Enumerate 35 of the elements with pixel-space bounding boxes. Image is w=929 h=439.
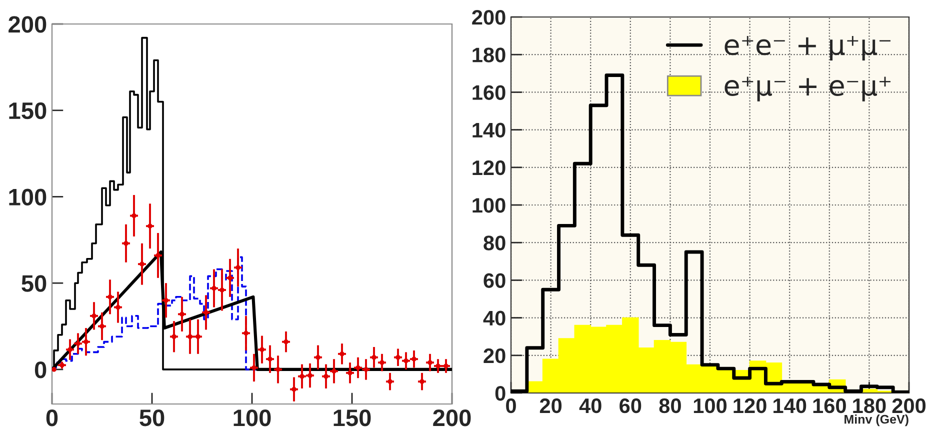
legend-label: e⁺μ⁻ + e⁻μ⁺ (724, 76, 890, 102)
x-tick-label: 0 (46, 409, 58, 426)
y-tick-label: 50 (22, 275, 46, 292)
legend-label: e⁺e⁻ + μ⁺μ⁻ (724, 36, 890, 61)
x-tick-label: 60 (620, 398, 642, 414)
x-tick-label: 50 (140, 409, 164, 426)
x-tick-label: 40 (579, 398, 602, 414)
y-tick-label: 100 (9, 188, 46, 206)
y-tick-label: 40 (483, 310, 506, 326)
y-tick-label: 80 (484, 236, 506, 250)
x-axis-title: Minv (GeV) (844, 414, 908, 426)
y-tick-label: 140 (472, 122, 506, 138)
y-tick-label: 0 (34, 362, 46, 378)
x-tick-label: 100 (234, 409, 271, 426)
x-tick-label: 180 (853, 398, 886, 414)
y-tick-label: 60 (484, 273, 506, 288)
y-tick-label: 120 (472, 160, 506, 176)
x-tick-label: 100 (694, 398, 727, 414)
y-tick-label: 200 (472, 10, 506, 25)
x-tick-label: 200 (892, 398, 926, 414)
y-tick-label: 180 (472, 48, 506, 62)
y-tick-label: 0 (495, 386, 506, 401)
x-tick-label: 140 (774, 398, 806, 414)
y-tick-label: 150 (9, 102, 46, 120)
x-tick-label: 200 (433, 409, 471, 426)
x-tick-label: 20 (540, 398, 562, 414)
x-tick-label: 120 (734, 398, 766, 414)
x-tick-label: 160 (813, 398, 846, 414)
x-tick-label: 0 (506, 398, 516, 414)
y-tick-label: 20 (484, 348, 506, 364)
x-tick-label: 150 (334, 409, 371, 426)
y-tick-label: 160 (472, 85, 506, 100)
y-tick-label: 200 (8, 16, 46, 33)
y-tick-label: 100 (472, 198, 506, 213)
x-tick-label: 80 (659, 398, 681, 414)
